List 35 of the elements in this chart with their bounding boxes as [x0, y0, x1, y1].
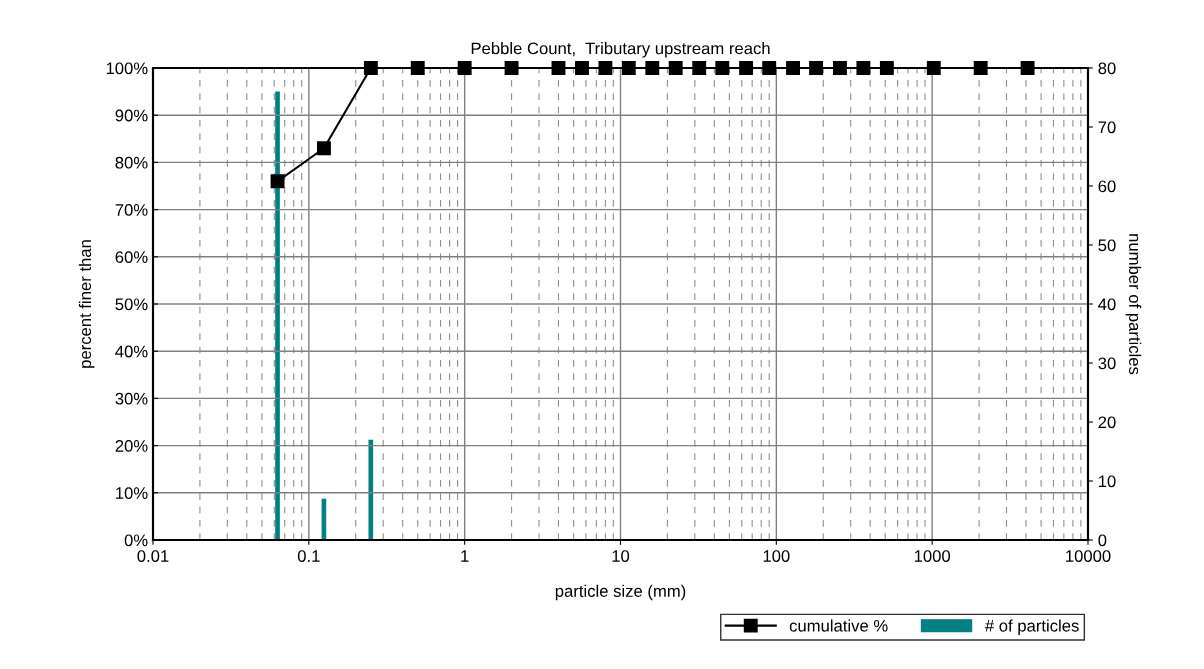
y-tick-label: 50%: [115, 298, 148, 311]
y-axis-title: percent finer than: [78, 240, 95, 368]
y-tick-label: 60%: [115, 251, 148, 263]
y2-tick-label: 20: [1098, 416, 1116, 429]
bar: [275, 91, 280, 540]
y2-axis-title: number of particles: [1125, 234, 1142, 375]
legend-label: # of particles: [984, 619, 1079, 635]
legend-label: cumulative %: [789, 619, 888, 632]
y2-tick-label: 40: [1098, 298, 1116, 311]
y2-tick-label: 30: [1098, 357, 1116, 370]
x-tick-label: 0.01: [137, 550, 169, 562]
x-tick-label: 1000: [914, 550, 951, 562]
y2-tick-label: 70: [1098, 121, 1116, 134]
y-tick-label: 100%: [106, 62, 148, 75]
y-tick-label: 80%: [115, 156, 148, 169]
x-tick-label: 1: [461, 550, 469, 562]
y2-tick-label: 80: [1098, 62, 1116, 75]
y-tick-label: 10%: [116, 487, 148, 499]
y-tick-label: 0%: [124, 534, 148, 547]
y2-tick-label: 0: [1098, 534, 1107, 547]
y2-tick-label: 50: [1098, 239, 1116, 252]
y2-tick-label: 60: [1098, 180, 1116, 193]
chart-title: Pebble Count, Tributary upstream reach: [471, 42, 770, 58]
y2-tick-label: 10: [1098, 475, 1116, 488]
x-tick-label: 10: [612, 550, 630, 562]
x-axis-title: particle size (mm): [555, 584, 686, 601]
bar: [368, 439, 374, 540]
y-tick-label: 20%: [115, 440, 148, 452]
y-tick-label: 40%: [115, 345, 148, 358]
x-tick-label: 100: [763, 550, 790, 562]
x-tick-label: 10000: [1066, 550, 1111, 562]
y-tick-label: 30%: [115, 392, 148, 405]
y-tick-label: 70%: [115, 204, 148, 216]
y-tick-label: 90%: [115, 109, 148, 122]
x-tick-label: 0.1: [297, 550, 320, 562]
